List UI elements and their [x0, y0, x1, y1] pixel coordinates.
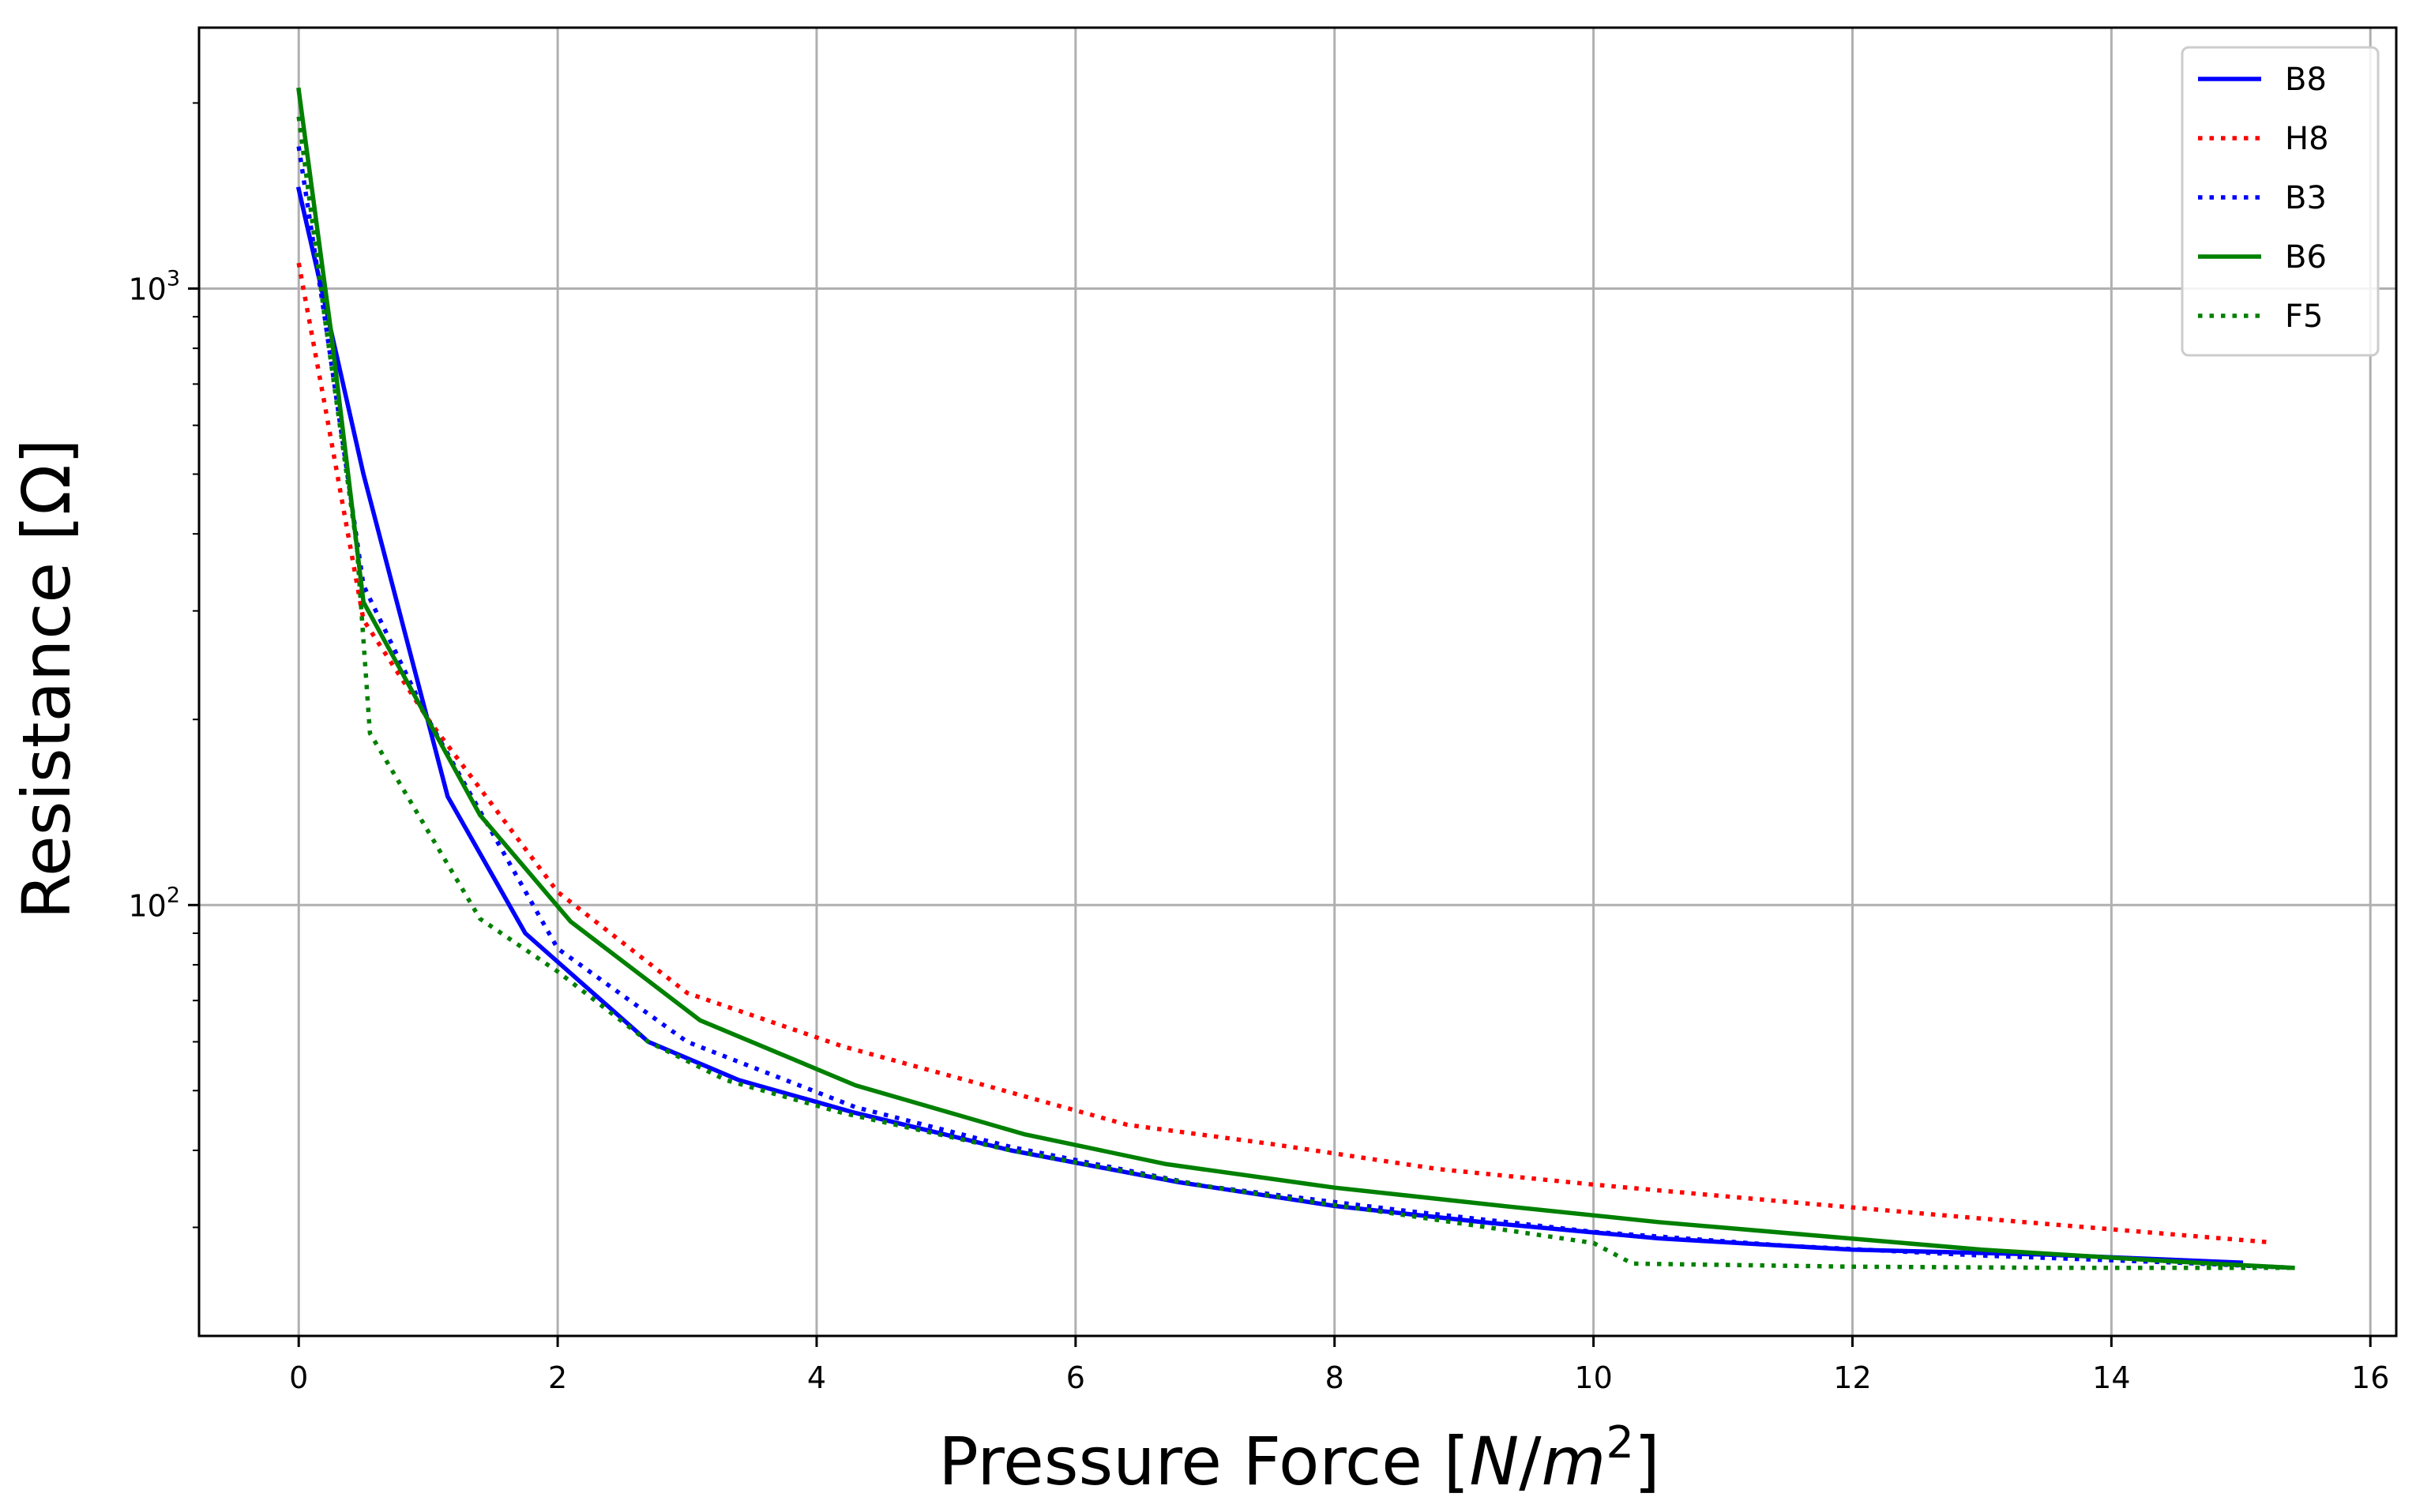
x-axis-label-prefix: Pressure Force [ [938, 1423, 1469, 1500]
series-line-b6 [296, 87, 2295, 1270]
legend-box [2181, 46, 2380, 357]
y-tick-label: 103 [128, 266, 180, 306]
plot-frame [197, 26, 2398, 1338]
legend: B8 H8 B3 B6 F5 [2181, 46, 2380, 357]
y-tick-exponent: 2 [167, 883, 180, 907]
legend-label-f5: F5 [2285, 298, 2323, 335]
x-tick-label: 12 [1833, 1360, 1871, 1395]
x-tick-label: 2 [548, 1360, 567, 1395]
series-line-b3 [296, 146, 2294, 1270]
legend-label-b8: B8 [2285, 62, 2327, 98]
x-tick-label: 10 [1574, 1360, 1612, 1395]
series-line-f5 [296, 116, 2293, 1270]
legend-label-h8: H8 [2285, 121, 2329, 157]
x-axis-label: Pressure Force [N/m2] [938, 1417, 1660, 1500]
x-axis-ticks: 0 2 4 6 8 10 12 14 16 [289, 1336, 2389, 1395]
y-tick-base: 10 [128, 888, 166, 923]
legend-label-b3: B3 [2285, 180, 2327, 216]
x-tick-label: 8 [1325, 1360, 1344, 1395]
grid-lines [199, 28, 2396, 1336]
series-line-h8 [296, 262, 2268, 1244]
y-tick-label: 102 [128, 883, 180, 923]
x-axis-label-var-n: N [1469, 1423, 1519, 1500]
x-tick-label: 4 [807, 1360, 826, 1395]
x-tick-label: 0 [289, 1360, 308, 1395]
y-tick-base: 10 [128, 272, 166, 306]
y-tick-exponent: 3 [167, 266, 180, 291]
y-axis-label: Resistance [Ω] [8, 438, 85, 919]
x-tick-label: 16 [2351, 1360, 2389, 1395]
x-axis-label-exponent: 2 [1606, 1417, 1634, 1469]
x-axis-label-slash: / [1519, 1423, 1542, 1500]
legend-label-b6: B6 [2285, 239, 2327, 276]
series-lines [295, 87, 2295, 1270]
x-tick-label: 6 [1066, 1360, 1085, 1395]
x-tick-label: 14 [2092, 1360, 2130, 1395]
x-axis-label-var-m: m [1542, 1423, 1606, 1500]
series-line-b8 [295, 186, 2244, 1265]
x-axis-label-suffix: ] [1634, 1423, 1660, 1500]
